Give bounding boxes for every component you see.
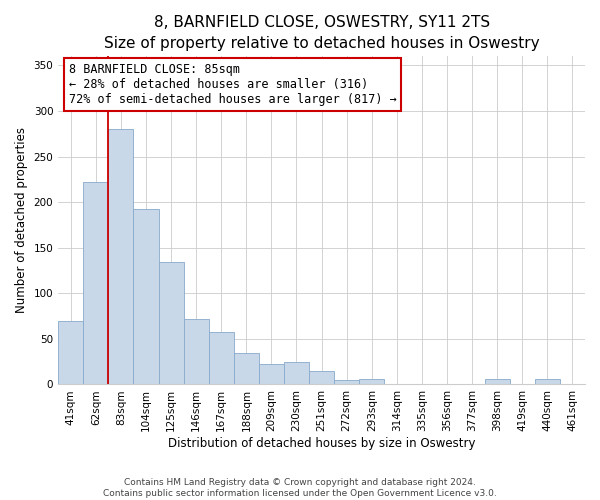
X-axis label: Distribution of detached houses by size in Oswestry: Distribution of detached houses by size …: [168, 437, 475, 450]
Bar: [158, 262, 184, 384]
Bar: [133, 208, 158, 384]
Text: 8 BARNFIELD CLOSE: 85sqm
← 28% of detached houses are smaller (316)
72% of semi-: 8 BARNFIELD CLOSE: 85sqm ← 28% of detach…: [69, 63, 397, 106]
Bar: [184, 319, 209, 384]
Bar: [58, 320, 83, 384]
Bar: [535, 379, 560, 384]
Bar: [109, 129, 133, 384]
Bar: [359, 379, 385, 384]
Bar: [485, 379, 510, 384]
Bar: [259, 364, 284, 384]
Text: Contains HM Land Registry data © Crown copyright and database right 2024.
Contai: Contains HM Land Registry data © Crown c…: [103, 478, 497, 498]
Y-axis label: Number of detached properties: Number of detached properties: [15, 128, 28, 314]
Bar: [309, 371, 334, 384]
Bar: [83, 182, 109, 384]
Bar: [209, 332, 234, 384]
Bar: [334, 380, 359, 384]
Title: 8, BARNFIELD CLOSE, OSWESTRY, SY11 2TS
Size of property relative to detached hou: 8, BARNFIELD CLOSE, OSWESTRY, SY11 2TS S…: [104, 15, 539, 51]
Bar: [284, 362, 309, 384]
Bar: [234, 354, 259, 384]
